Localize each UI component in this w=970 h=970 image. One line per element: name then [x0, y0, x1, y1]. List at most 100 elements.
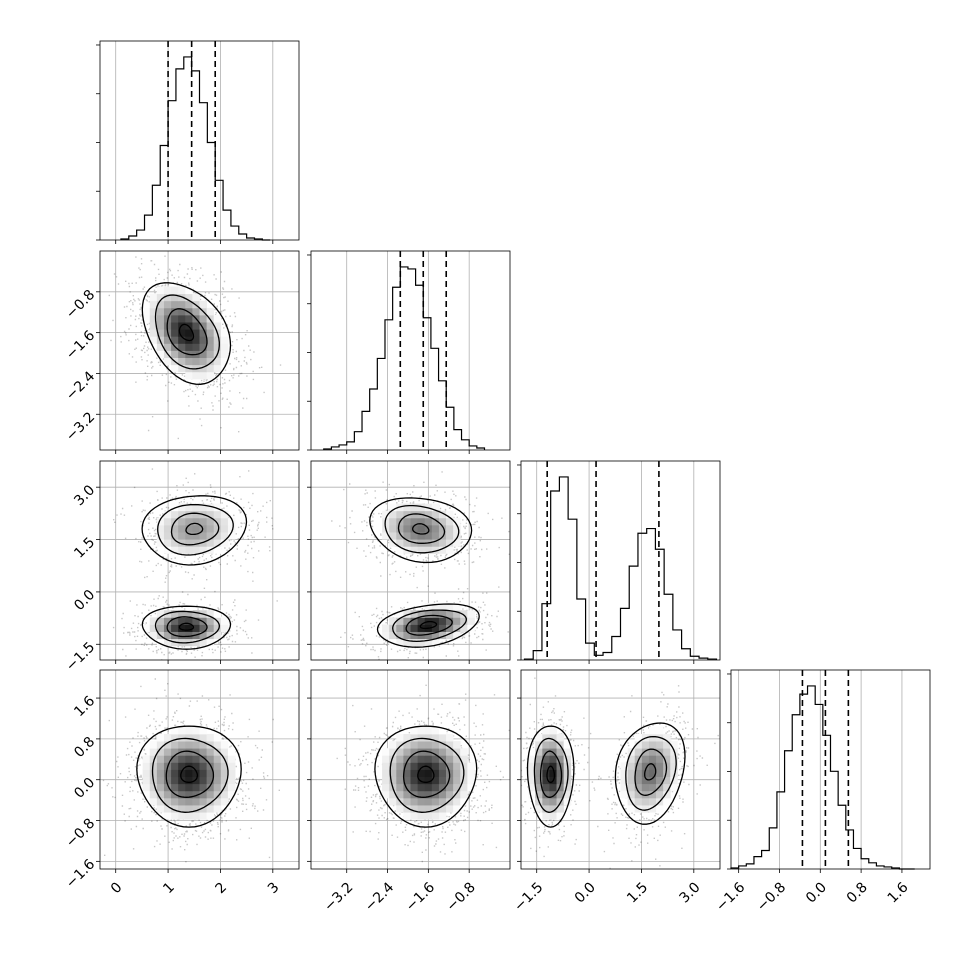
density-cell [199, 364, 208, 373]
density-cell [424, 532, 433, 540]
density-cell [410, 624, 419, 632]
density-cell [528, 762, 536, 770]
x-tick-label: −1.6 [713, 879, 748, 914]
density-cell [192, 783, 200, 792]
density-cell [446, 617, 454, 625]
density-cell [453, 755, 461, 763]
density-cell [528, 755, 536, 763]
density-cell [641, 805, 650, 813]
density-cell [396, 741, 404, 749]
density-cell [410, 733, 419, 742]
density-cell [656, 776, 664, 785]
density-cell [431, 638, 440, 647]
density-cell [446, 741, 454, 749]
contour-line [185, 522, 204, 536]
density-cell [431, 610, 440, 618]
density-cell [199, 314, 208, 323]
density-cell [171, 812, 179, 820]
density-cell [424, 741, 433, 749]
density-cell [163, 797, 172, 806]
density-cell [171, 748, 179, 756]
density-cell [206, 748, 215, 756]
density-cell [656, 769, 664, 778]
density-cell [410, 524, 419, 533]
density-cell [213, 624, 222, 632]
density-cell [410, 546, 419, 554]
density-cell [403, 741, 411, 749]
density-cell [156, 790, 165, 799]
density-cell [206, 336, 215, 344]
density-cell [403, 812, 411, 820]
density-cell [213, 364, 222, 373]
density-cell [648, 783, 657, 792]
density-cell [528, 769, 536, 778]
contour-line [157, 503, 234, 556]
density-cell [453, 748, 461, 756]
density-cell [648, 776, 657, 785]
density-cell [389, 762, 397, 770]
density-cell [634, 797, 643, 806]
x-tick-label: −1.5 [511, 879, 546, 914]
density-cell [535, 783, 543, 792]
density-cell [178, 769, 186, 778]
histogram-step [323, 266, 486, 450]
density-cell [528, 783, 536, 792]
density-cell [563, 783, 572, 792]
density-cell [396, 539, 404, 547]
density-cell [648, 797, 657, 806]
density-cell [192, 726, 200, 735]
density-cell [656, 783, 664, 792]
density-cell [192, 624, 200, 632]
density-cell [542, 755, 550, 763]
density-cell [156, 300, 165, 309]
contour-line [634, 748, 668, 796]
density-cell [460, 783, 468, 792]
x-tick-label: 3.0 [677, 879, 704, 906]
density-cell [467, 776, 475, 785]
density-cell [410, 532, 419, 540]
density-cell [460, 617, 468, 625]
density-cell [220, 539, 229, 547]
density-cell [431, 726, 440, 735]
density-cell [535, 733, 543, 742]
density-cell [634, 733, 643, 742]
x-tick-label: −3.2 [321, 879, 356, 914]
density-cell [417, 776, 426, 785]
density-cell [185, 769, 193, 778]
density-cell [438, 624, 447, 632]
density-cell [403, 539, 411, 547]
density-cell [149, 769, 158, 778]
density-cell [185, 805, 193, 813]
contour-line [154, 610, 220, 644]
density-cell [389, 532, 397, 540]
density-cell [178, 741, 186, 749]
density-cell [446, 603, 454, 611]
density-cell [627, 805, 636, 813]
density-cell [156, 776, 165, 785]
density-cell [171, 539, 179, 547]
density-cell [663, 790, 671, 799]
density-cell [556, 755, 565, 763]
density-cell [192, 755, 200, 763]
density-cell [542, 748, 550, 756]
density-cell [467, 610, 475, 618]
density-cell [453, 624, 461, 632]
density-cell [142, 314, 151, 323]
density-cell [410, 638, 419, 647]
density-cell [403, 733, 411, 742]
contour-line [402, 750, 451, 798]
density-cell [199, 336, 208, 344]
density-cell [542, 805, 550, 813]
density-cell [374, 769, 383, 778]
scatter-panel-2-0: −1.5 0.0 1.5 3.0 [63, 460, 300, 675]
density-cell [163, 638, 172, 647]
density-cell [192, 638, 200, 647]
density-cell [178, 624, 186, 632]
density-cell [556, 776, 565, 785]
density-cell [438, 755, 447, 763]
density-cell [389, 617, 397, 625]
density-cell [178, 286, 186, 295]
density-cell [438, 617, 447, 625]
density-cell [185, 755, 193, 763]
density-cell [417, 790, 426, 799]
